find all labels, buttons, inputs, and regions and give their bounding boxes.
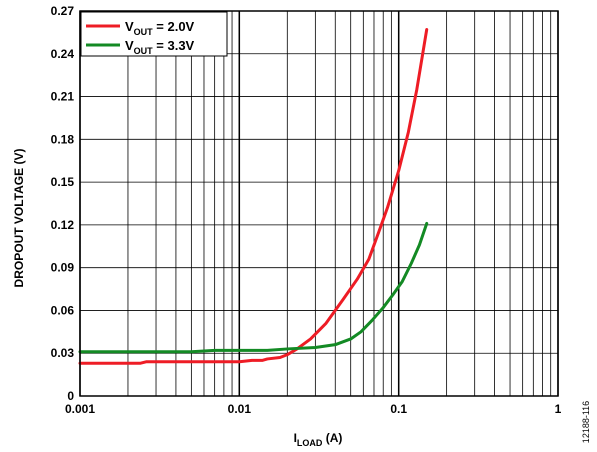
series-line-vout-3v3 (78, 221, 429, 354)
x-axis-title-unit: (A) (322, 431, 342, 445)
y-tick-label: 0.12 (51, 218, 75, 232)
y-tick-label: 0.09 (51, 261, 75, 275)
x-axis-title-subscript: LOAD (297, 438, 323, 448)
series-line-vout-2v (78, 28, 429, 365)
legend-label-vout-3v3-main: V (125, 38, 134, 53)
legend-label-vout-3v3-rest: = 3.3V (153, 38, 195, 53)
y-tick-label: 0.27 (51, 4, 75, 18)
legend-label-vout-3v3: VOUT = 3.3V (125, 38, 195, 56)
y-tick-label: 0.24 (51, 47, 75, 61)
y-tick-labels: 0 0.03 0.06 0.09 0.12 0.15 0.18 0.21 0.24 0.27 (51, 4, 75, 403)
legend-label-vout-2v-sub: OUT (134, 27, 154, 37)
plot-frame (79, 10, 559, 397)
figure-id: 12188-116 (581, 401, 591, 443)
legend-label-vout-2v: VOUT = 2.0V (125, 19, 195, 37)
data-series (78, 28, 429, 365)
x-tick-label: 0.001 (65, 402, 95, 416)
legend-label-vout-2v-rest: = 2.0V (153, 19, 195, 34)
y-axis-title: DROPOUT VOLTAGE (V) (12, 149, 26, 288)
y-tick-label: 0.18 (51, 132, 75, 146)
x-tick-label: 1 (555, 402, 562, 416)
legend: VOUT = 2.0V VOUT = 3.3V (80, 11, 228, 57)
x-axis-title: ILOAD (A) (294, 431, 343, 448)
legend-label-vout-3v3-sub: OUT (134, 46, 154, 56)
y-tick-label: 0.06 (51, 303, 75, 317)
grid-lines (79, 10, 559, 397)
y-tick-label: 0.21 (51, 90, 75, 104)
legend-box (80, 11, 228, 57)
x-tick-labels: 0.001 0.01 0.1 1 (65, 402, 562, 416)
y-tick-label: 0 (67, 389, 74, 403)
y-tick-label: 0.03 (51, 346, 75, 360)
y-tick-label: 0.15 (51, 175, 75, 189)
x-tick-label: 0.1 (390, 402, 407, 416)
legend-label-vout-2v-main: V (125, 19, 134, 34)
x-tick-label: 0.01 (228, 402, 252, 416)
x-axis-title-main: I (294, 431, 297, 445)
